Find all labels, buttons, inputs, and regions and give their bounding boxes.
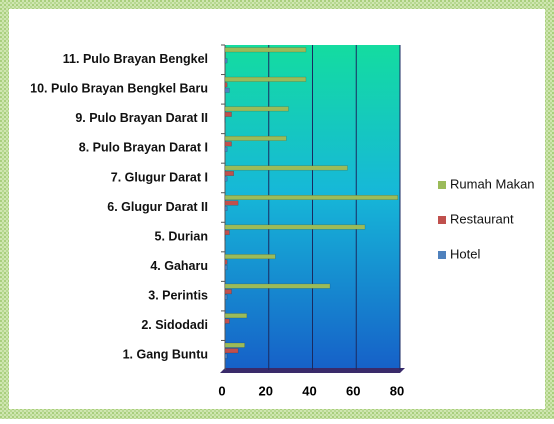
bar	[224, 324, 226, 330]
bar	[224, 117, 226, 123]
bar	[224, 254, 276, 260]
y-tick-label: 11. Pulo Brayan Bengkel	[63, 52, 208, 66]
bar	[224, 200, 239, 206]
legend-label: Hotel	[450, 246, 480, 261]
bar	[224, 342, 245, 348]
bar	[224, 318, 230, 324]
y-tick-label: 9. Pulo Brayan Darat II	[75, 111, 208, 125]
bar	[224, 87, 230, 93]
x-tick-label: 60	[346, 383, 360, 398]
bar	[224, 111, 232, 117]
x-tick-label: 0	[218, 383, 225, 398]
bar	[224, 165, 348, 171]
bar	[224, 265, 228, 271]
bar	[224, 176, 228, 182]
y-tick-label: 1. Gang Buntu	[123, 348, 208, 362]
bar	[224, 76, 307, 82]
bar	[224, 313, 248, 319]
y-tick-label: 3. Perintis	[148, 288, 208, 302]
bar	[224, 58, 228, 64]
bar	[224, 82, 228, 88]
bar	[224, 348, 239, 354]
y-tick-label: 7. Glugur Darat I	[111, 170, 208, 184]
y-tick-label: 8. Pulo Brayan Darat I	[79, 141, 208, 155]
y-tick-label: 4. Gaharu	[150, 259, 208, 273]
bar	[224, 52, 226, 58]
legend-swatch	[438, 251, 446, 259]
x-tick-label: 40	[302, 383, 316, 398]
bar	[224, 170, 234, 176]
bar	[224, 141, 232, 147]
legend-label: Restaurant	[450, 211, 514, 226]
bar	[224, 259, 228, 265]
legend-label: Rumah Makan	[450, 176, 535, 191]
bar	[224, 235, 226, 241]
bar	[224, 230, 230, 236]
bar	[224, 206, 228, 211]
x-tick-label: 20	[259, 383, 273, 398]
y-tick-label: 10. Pulo Brayan Bengkel Baru	[30, 82, 208, 96]
y-tick-label: 6. Glugur Darat II	[107, 200, 208, 214]
bar	[224, 224, 366, 230]
y-tick-label: 2. Sidodadi	[141, 318, 208, 332]
bar	[224, 353, 228, 359]
legend-swatch	[438, 216, 446, 224]
legend-swatch	[438, 181, 446, 189]
bar	[224, 135, 287, 141]
bar	[224, 47, 307, 53]
bar	[224, 289, 232, 295]
bar	[224, 146, 228, 152]
bar	[224, 106, 289, 112]
floor	[220, 368, 405, 373]
y-tick-label: 5. Durian	[155, 229, 209, 243]
bar	[224, 283, 331, 289]
bar	[224, 294, 228, 300]
bar	[224, 195, 399, 200]
x-tick-label: 80	[390, 383, 404, 398]
